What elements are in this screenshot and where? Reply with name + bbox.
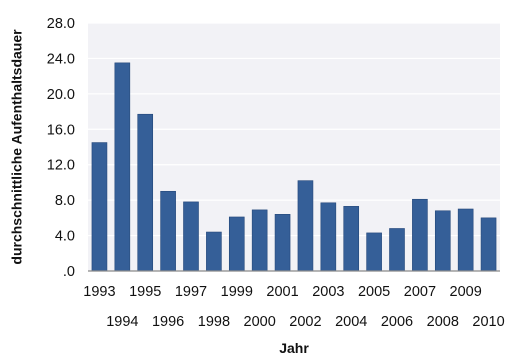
x-tick-label: 1996 <box>152 314 184 330</box>
bar-2007 <box>412 199 427 271</box>
bar-2008 <box>435 211 450 271</box>
x-tick-label: 1994 <box>106 314 138 330</box>
x-tick-label: 1995 <box>129 284 161 300</box>
y-tick-label: 28.0 <box>47 16 75 32</box>
y-tick-label: 4.0 <box>55 229 75 245</box>
y-tick-label: 12.0 <box>47 158 75 174</box>
bar-2009 <box>458 209 473 271</box>
x-tick-label: 2006 <box>381 314 413 330</box>
x-tick-label: 2004 <box>335 314 367 330</box>
bar-2002 <box>298 181 313 271</box>
y-tick-label: 20.0 <box>47 87 75 103</box>
bar-1995 <box>138 114 153 271</box>
x-tick-label: 2002 <box>289 314 321 330</box>
bar-1994 <box>115 63 130 271</box>
bar-2001 <box>275 214 290 271</box>
y-tick-labels: .0 4.0 8.0 12.0 16.0 20.0 24.0 28.0 <box>47 16 75 280</box>
bar-1998 <box>206 232 221 271</box>
bar-1993 <box>92 143 107 271</box>
x-tick-label: 2003 <box>312 284 344 300</box>
x-tick-label: 2001 <box>266 284 298 300</box>
bar-2006 <box>390 228 405 271</box>
bar-2010 <box>481 218 496 271</box>
bar-2004 <box>344 206 359 271</box>
x-tick-label: 2010 <box>472 314 504 330</box>
x-tick-label: 2008 <box>427 314 459 330</box>
x-axis-title: Jahr <box>279 340 309 356</box>
x-tick-label: 2009 <box>450 284 482 300</box>
y-axis-title: durchschnittliche Aufenthaltsdauer <box>9 29 25 265</box>
bar-1996 <box>161 191 176 271</box>
x-tick-label: 1999 <box>221 284 253 300</box>
y-tick-label: 24.0 <box>47 51 75 67</box>
x-tick-label: 1997 <box>175 284 207 300</box>
x-tick-label: 1993 <box>83 284 115 300</box>
bar-1999 <box>229 217 244 271</box>
x-tick-label: 2005 <box>358 284 390 300</box>
x-tick-label: 1998 <box>198 314 230 330</box>
x-tick-labels: 1993 1994 1995 1996 1997 1998 1999 2000 2001 2002… <box>83 284 504 330</box>
bar-2000 <box>252 210 267 271</box>
x-tick-label: 2007 <box>404 284 436 300</box>
y-tick-label: 8.0 <box>55 193 75 209</box>
y-tick-label: 16.0 <box>47 122 75 138</box>
bar-2005 <box>367 233 382 271</box>
bar-1997 <box>184 202 199 271</box>
y-tick-label: .0 <box>63 264 75 280</box>
x-tick-label: 2000 <box>244 314 276 330</box>
bar-2003 <box>321 203 336 271</box>
